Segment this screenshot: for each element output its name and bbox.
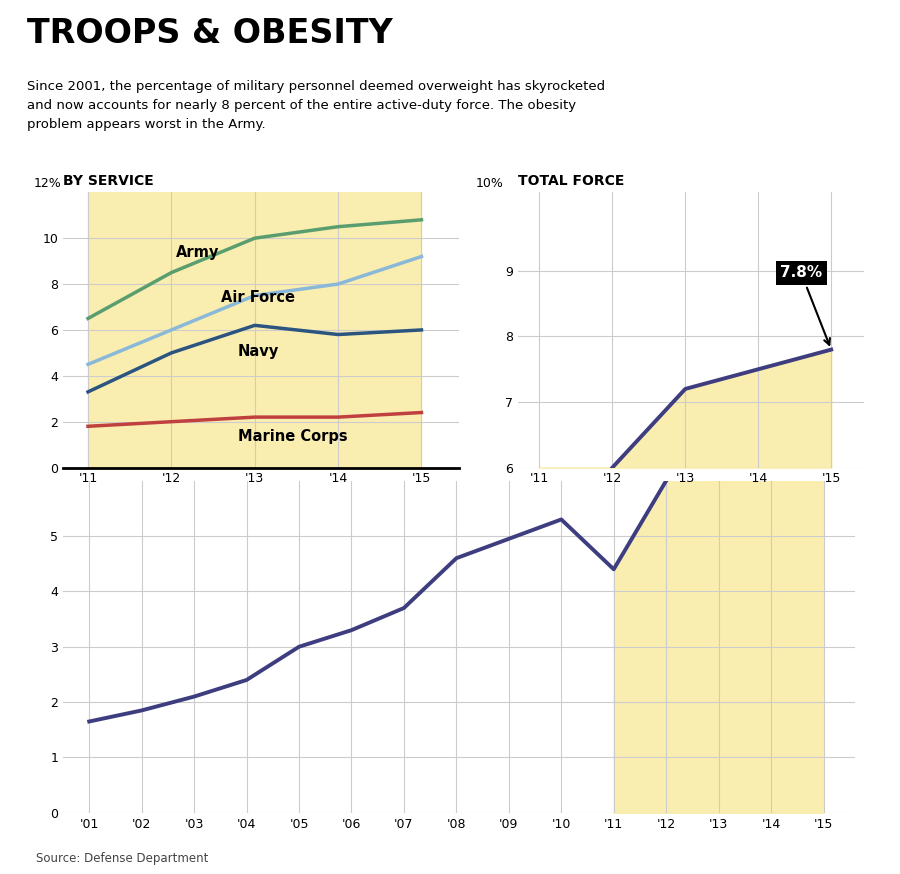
Text: TROOPS & OBESITY: TROOPS & OBESITY (27, 17, 392, 51)
Text: TOTAL FORCE: TOTAL FORCE (518, 174, 624, 188)
Text: Source: Defense Department: Source: Defense Department (36, 852, 209, 865)
Text: 12%: 12% (33, 177, 61, 190)
Text: Since 2001, the percentage of military personnel deemed overweight has skyrocket: Since 2001, the percentage of military p… (27, 80, 605, 131)
Text: Air Force: Air Force (221, 290, 295, 305)
Text: Army: Army (176, 245, 219, 260)
Text: BY SERVICE: BY SERVICE (63, 174, 154, 188)
Text: Navy: Navy (238, 344, 279, 359)
Text: Marine Corps: Marine Corps (238, 429, 347, 444)
Text: 10%: 10% (476, 177, 504, 190)
Text: 7.8%: 7.8% (780, 266, 830, 345)
